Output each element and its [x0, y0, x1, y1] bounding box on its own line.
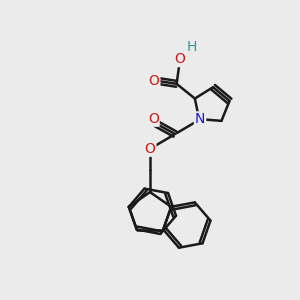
- Text: O: O: [148, 112, 159, 126]
- Text: O: O: [148, 74, 159, 88]
- Text: O: O: [145, 142, 155, 156]
- Text: O: O: [174, 52, 185, 66]
- Text: N: N: [195, 112, 205, 126]
- Text: H: H: [187, 40, 197, 54]
